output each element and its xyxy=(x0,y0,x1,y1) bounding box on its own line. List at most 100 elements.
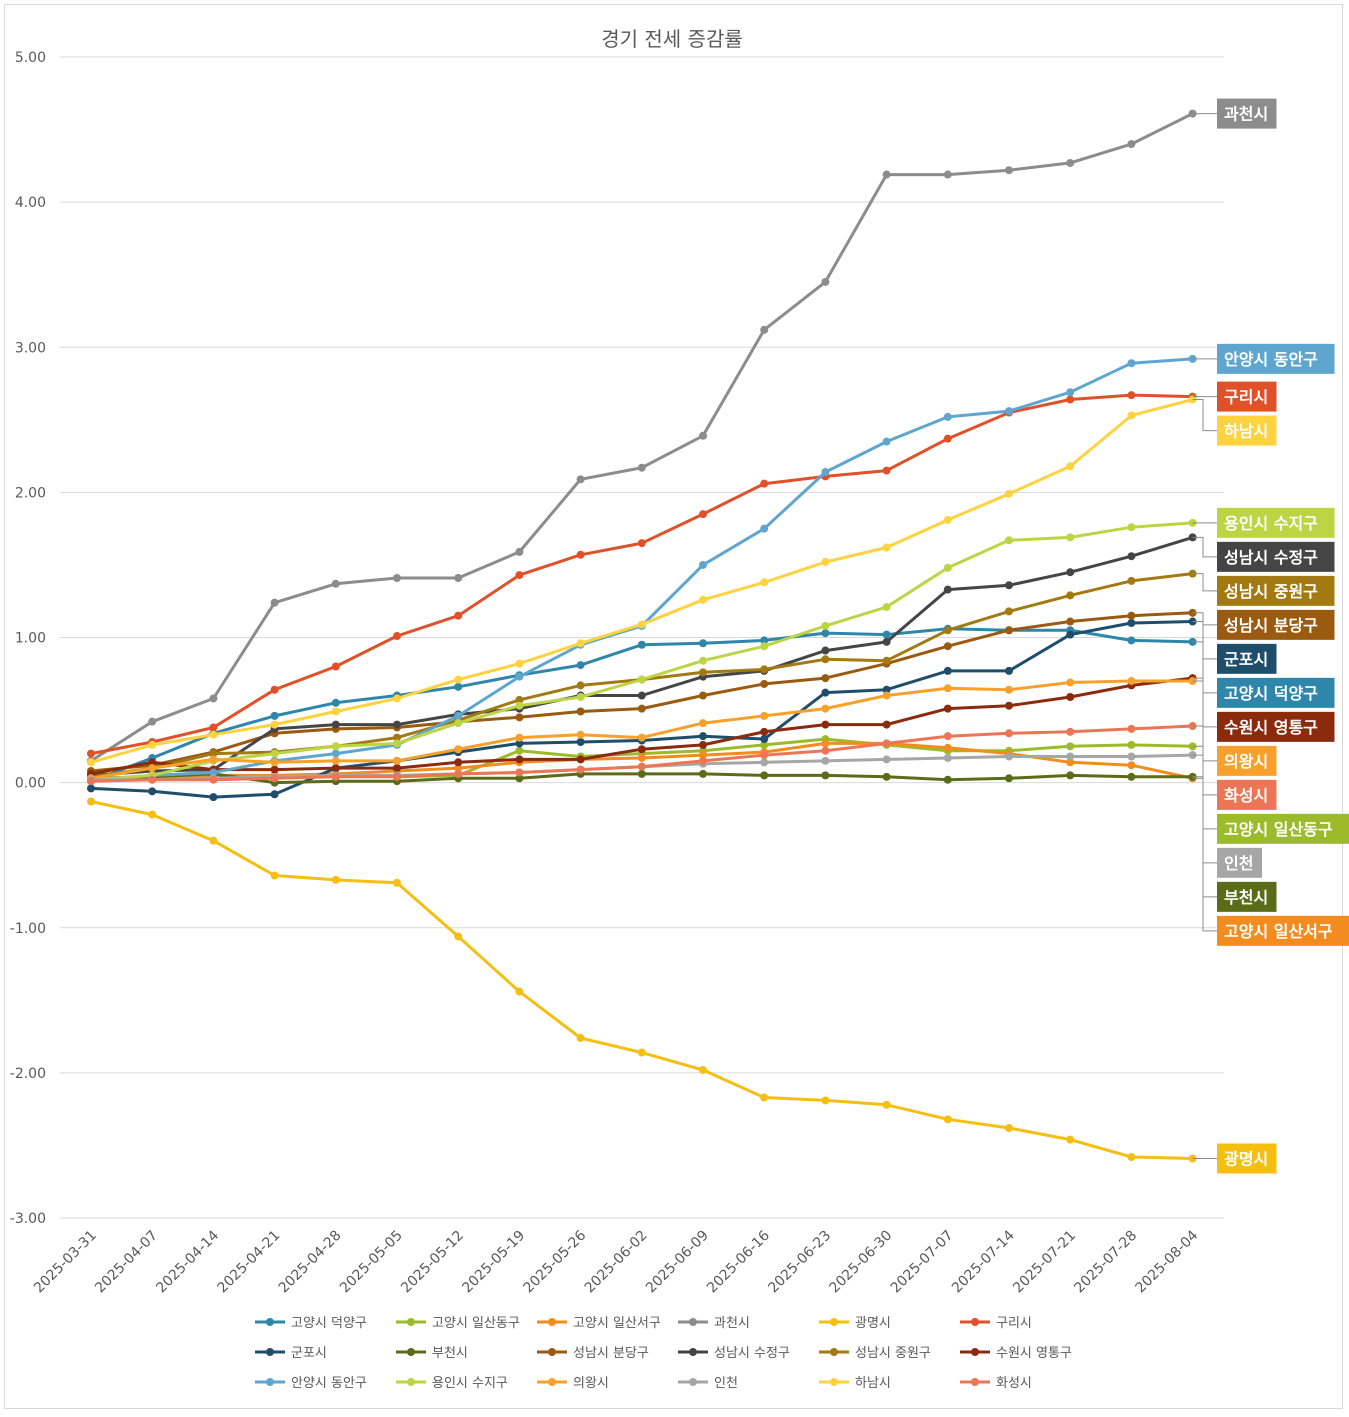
end-label-box xyxy=(1217,575,1335,606)
data-point xyxy=(821,629,830,638)
data-point xyxy=(331,662,340,671)
data-point xyxy=(454,711,463,720)
series-하남시 xyxy=(87,395,1197,767)
data-point xyxy=(882,637,891,646)
legend-label: 성남시 중원구 xyxy=(855,1346,931,1361)
data-point xyxy=(1127,636,1136,645)
end-label-box xyxy=(1217,915,1349,946)
legend-label: 화성시 xyxy=(996,1376,1032,1391)
data-point xyxy=(1127,618,1136,627)
data-point xyxy=(821,655,830,664)
end-label-구리시: 구리시 xyxy=(1192,381,1277,412)
data-point xyxy=(87,784,95,793)
legend-swatch-marker xyxy=(266,1318,274,1326)
data-point xyxy=(454,769,463,778)
data-point xyxy=(515,774,524,783)
legend-item-하남시: 하남시 xyxy=(819,1376,891,1391)
leader-line xyxy=(1192,745,1217,830)
data-point xyxy=(331,707,340,716)
data-point xyxy=(1066,678,1075,687)
data-point xyxy=(637,733,646,742)
data-point xyxy=(882,603,891,612)
data-point xyxy=(943,170,952,179)
y-tick-label: -2.00 xyxy=(10,1066,46,1082)
data-point xyxy=(821,688,830,697)
data-point xyxy=(1066,693,1075,702)
data-point xyxy=(87,797,95,806)
data-point xyxy=(576,693,585,702)
data-point xyxy=(576,661,585,670)
data-point xyxy=(760,771,769,780)
data-point xyxy=(148,717,157,726)
data-point xyxy=(454,675,463,684)
legend-label: 구리시 xyxy=(996,1316,1032,1331)
data-point xyxy=(882,437,891,446)
legend-item-군포시: 군포시 xyxy=(255,1346,327,1361)
data-point xyxy=(576,707,585,716)
legend-item-과천시: 과천시 xyxy=(678,1316,750,1331)
end-label-box xyxy=(1217,677,1335,708)
data-point xyxy=(576,639,585,648)
leader-line xyxy=(1192,612,1217,626)
leader-line xyxy=(1192,680,1217,762)
leader-line xyxy=(1192,399,1217,432)
legend-label: 의왕시 xyxy=(573,1376,609,1391)
data-point xyxy=(1127,611,1136,620)
data-point xyxy=(454,573,463,582)
data-point xyxy=(270,758,279,767)
data-point xyxy=(576,730,585,739)
data-point xyxy=(637,753,646,762)
legend-swatch-marker xyxy=(689,1378,697,1386)
data-point xyxy=(1127,411,1136,420)
end-label-box xyxy=(1217,813,1349,844)
data-point xyxy=(882,685,891,694)
data-point xyxy=(331,742,340,751)
data-point xyxy=(1066,395,1075,404)
data-point xyxy=(209,775,218,784)
data-point xyxy=(1127,740,1136,749)
data-point xyxy=(576,1034,585,1043)
data-point xyxy=(454,719,463,728)
legend-item-성남시-분당구: 성남시 분당구 xyxy=(537,1346,649,1361)
data-point xyxy=(1005,1124,1013,1133)
end-label-안양시-동안구: 안양시 동안구 xyxy=(1192,343,1335,374)
data-point xyxy=(87,758,95,767)
data-point xyxy=(576,475,585,484)
legend-label: 하남시 xyxy=(855,1376,891,1391)
data-point xyxy=(637,762,646,771)
chart-title: 경기 전세 증감률 xyxy=(601,27,743,51)
x-tick-label: 2025-05-12 xyxy=(398,1228,467,1297)
data-point xyxy=(1066,568,1075,577)
data-point xyxy=(331,875,340,884)
data-point xyxy=(1127,677,1136,686)
legend-item-고양시-일산동구: 고양시 일산동구 xyxy=(396,1316,520,1331)
data-point xyxy=(943,626,952,635)
legend-swatch-marker xyxy=(971,1318,979,1326)
data-point xyxy=(943,743,952,752)
data-point xyxy=(699,639,707,648)
data-point xyxy=(882,543,891,552)
data-point xyxy=(821,468,830,477)
data-point xyxy=(393,739,401,748)
legend-swatch-marker xyxy=(548,1318,556,1326)
data-point xyxy=(454,682,463,691)
data-point xyxy=(760,711,769,720)
data-point xyxy=(1005,166,1013,175)
data-point xyxy=(699,510,707,519)
data-point xyxy=(393,632,401,641)
y-tick-label: -1.00 xyxy=(10,921,46,937)
x-axis: 2025-03-312025-04-072025-04-142025-04-21… xyxy=(31,1227,1202,1296)
legend-swatch-marker xyxy=(407,1348,415,1356)
end-label-text: 고양시 덕양구 xyxy=(1224,684,1318,703)
legend-swatch-marker xyxy=(830,1378,838,1386)
data-point xyxy=(1066,388,1075,397)
data-point xyxy=(331,756,340,765)
chart-frame xyxy=(4,4,1343,1409)
data-point xyxy=(576,765,585,774)
data-point xyxy=(821,1096,830,1105)
data-point xyxy=(393,878,401,887)
data-point xyxy=(699,656,707,665)
data-point xyxy=(1066,617,1075,626)
legend-label: 광명시 xyxy=(855,1316,891,1331)
end-label-수원시-영통구: 수원시 영통구 xyxy=(1192,677,1335,742)
